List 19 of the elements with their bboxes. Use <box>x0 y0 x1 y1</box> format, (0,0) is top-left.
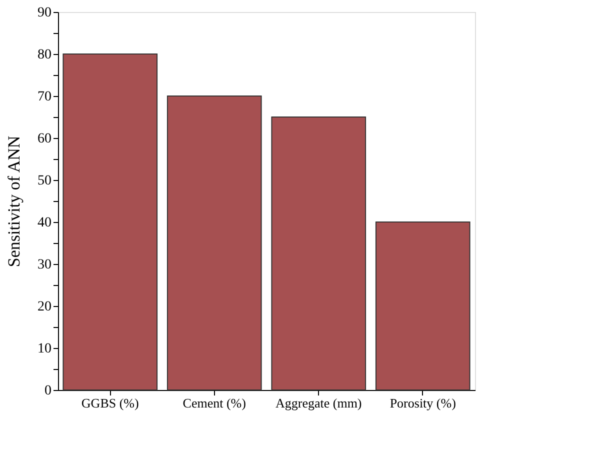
x-tick-label: Cement (%) <box>182 396 246 410</box>
bar <box>166 96 262 390</box>
x-tick-label: Porosity (%) <box>390 396 456 410</box>
y-tick-label: 40 <box>38 216 52 230</box>
y-tick-label: 30 <box>38 258 52 272</box>
y-tick-label: 60 <box>38 132 52 146</box>
bar <box>375 222 470 390</box>
y-tick-label: 80 <box>38 48 52 62</box>
y-tick-label: 90 <box>38 6 52 20</box>
y-tick-label: 20 <box>38 300 52 314</box>
y-tick-label: 50 <box>38 174 52 188</box>
y-tick-label: 10 <box>38 342 52 356</box>
y-tick-label: 70 <box>38 90 52 104</box>
x-tick-label: Aggregate (mm) <box>275 396 362 410</box>
y-axis-title: Sensitivity of ANN <box>4 136 24 268</box>
x-tick-label: GGBS (%) <box>81 396 139 410</box>
y-tick-label: 0 <box>44 384 52 398</box>
bar <box>271 116 366 390</box>
bar <box>62 54 158 390</box>
